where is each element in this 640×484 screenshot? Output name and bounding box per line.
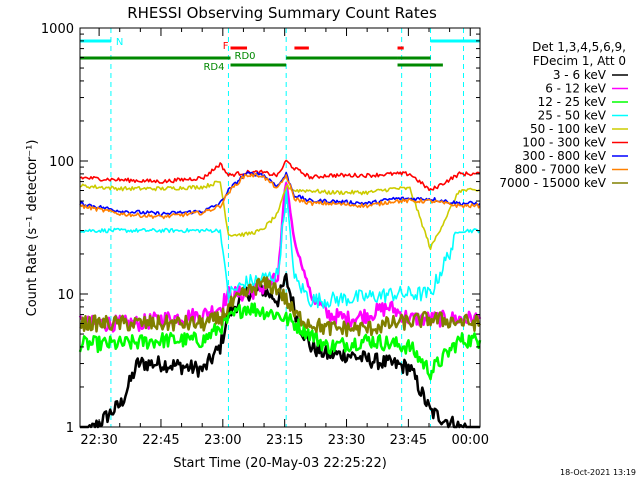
x-tick-label: 23:00 [204,433,241,448]
chart-title: RHESSI Observing Summary Count Rates [127,4,437,22]
legend-label: 25 - 50 keV [538,109,607,123]
series-line-7 [79,172,481,220]
x-tick-label: 00:00 [452,433,489,448]
annotation-label-rd0: RD0 [235,51,256,62]
series-line-2 [78,302,482,381]
y-tick-label: 10 [57,288,74,303]
axes: 1 10 100 1000 22:30 22:45 23:00 23:15 23:30 23:45… [41,22,489,448]
legend-label: 12 - 25 keV [538,95,607,109]
vertical-markers [110,28,465,427]
x-tick-label: 22:45 [142,433,179,448]
x-tick-label: 23:30 [328,433,365,448]
y-tick-label: 1 [66,421,74,436]
x-tick-label: 23:45 [390,433,427,448]
legend-label: 100 - 300 keV [522,136,606,150]
y-tick-label: 100 [49,155,74,170]
legend-label: 300 - 800 keV [522,149,606,163]
plot-area [80,28,480,427]
x-axis-label: Start Time (20-May-03 22:25:22) [173,456,387,471]
legend-label: 3 - 6 keV [553,68,607,82]
series-line-3 [79,188,481,309]
legend-header-line-1: Det 1,3,4,5,6,9, [532,40,626,54]
y-tick-label: 1000 [41,22,74,37]
annotation-label-rd4: RD4 [203,62,224,73]
legend-label: 6 - 12 keV [545,82,607,96]
y-axis-label: Count Rate (s⁻¹ detector⁻¹) [25,140,40,317]
annotation-label-n: N [116,37,123,48]
axes-frame [79,27,481,428]
x-tick-label: 22:30 [80,433,117,448]
legend-label: 7000 - 15000 keV [499,176,606,190]
legend-label: 800 - 7000 keV [515,163,607,177]
legend-label: 50 - 100 keV [530,122,607,136]
legend-header-line-2: FDecim 1, Att 0 [533,54,626,68]
series-line-8 [79,276,482,338]
footer-timestamp: 18-Oct-2021 13:19 [560,468,636,477]
series-line-5 [79,159,481,192]
annotation-label-f: F [223,41,229,52]
plot-background [80,28,480,427]
annotation-bars: N F RD0 RD4 [80,37,480,73]
series-layer [78,159,482,429]
x-tick-label: 23:15 [266,433,303,448]
